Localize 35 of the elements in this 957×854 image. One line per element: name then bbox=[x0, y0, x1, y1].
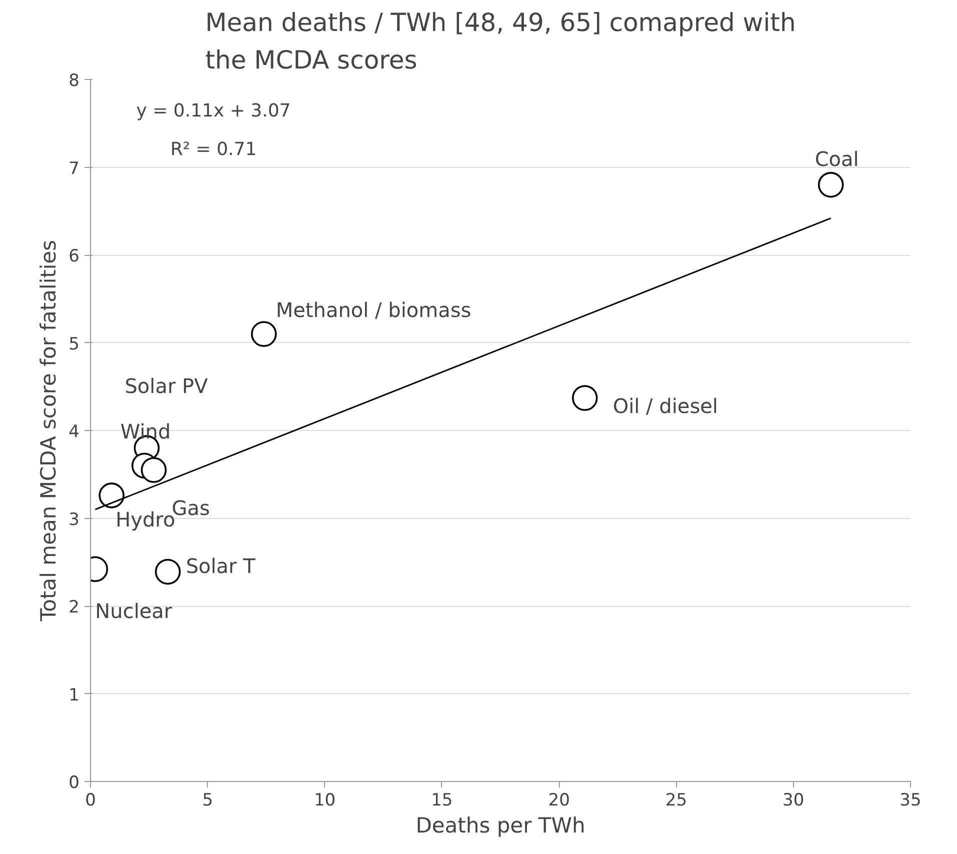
y-tick-label: 4 bbox=[68, 422, 80, 442]
annotation: Methanol / biomass bbox=[276, 298, 472, 322]
x-tick-label: 35 bbox=[900, 790, 922, 810]
annotation: y = 0.11x + 3.07 bbox=[136, 100, 291, 122]
point bbox=[572, 385, 598, 411]
y-tick-label: 0 bbox=[68, 773, 80, 793]
annotation: Wind bbox=[120, 420, 171, 444]
y-tick-label: 2 bbox=[68, 598, 80, 618]
point bbox=[250, 321, 277, 347]
x-tick-label: 25 bbox=[665, 790, 688, 810]
x-tick-label: 30 bbox=[782, 790, 804, 810]
y-tick-label: 3 bbox=[68, 510, 80, 530]
x-tick-label: 15 bbox=[431, 790, 453, 810]
chart-title: Mean deaths / TWh [48, 49, 65] comapred with the MCDA scores bbox=[205, 8, 796, 74]
y-tick-label: 6 bbox=[68, 246, 80, 266]
point bbox=[154, 558, 181, 585]
y-tick-label: 5 bbox=[68, 334, 80, 354]
annotation: Solar PV bbox=[124, 374, 208, 398]
annotation: Solar T bbox=[186, 554, 256, 578]
point bbox=[140, 457, 167, 483]
annotation: Nuclear bbox=[95, 599, 173, 624]
x-tick-label: 5 bbox=[202, 790, 214, 810]
point bbox=[98, 482, 124, 508]
y-tick-label: 8 bbox=[68, 71, 80, 91]
x-axis-title: Deaths per TWh bbox=[416, 814, 586, 838]
y-tick-label: 7 bbox=[68, 158, 80, 179]
x-tick-label: 10 bbox=[314, 790, 336, 810]
annotation: R² = 0.71 bbox=[170, 139, 257, 160]
annotation: Oil / diesel bbox=[612, 394, 718, 418]
y-axis-title: Total mean MCDA score for fatalities bbox=[36, 240, 61, 622]
x-tick-label: 20 bbox=[548, 790, 570, 810]
x-tick-label: 0 bbox=[85, 790, 96, 810]
y-tick-label: 1 bbox=[68, 685, 80, 706]
point bbox=[818, 172, 844, 198]
annotation: Coal bbox=[814, 146, 859, 171]
